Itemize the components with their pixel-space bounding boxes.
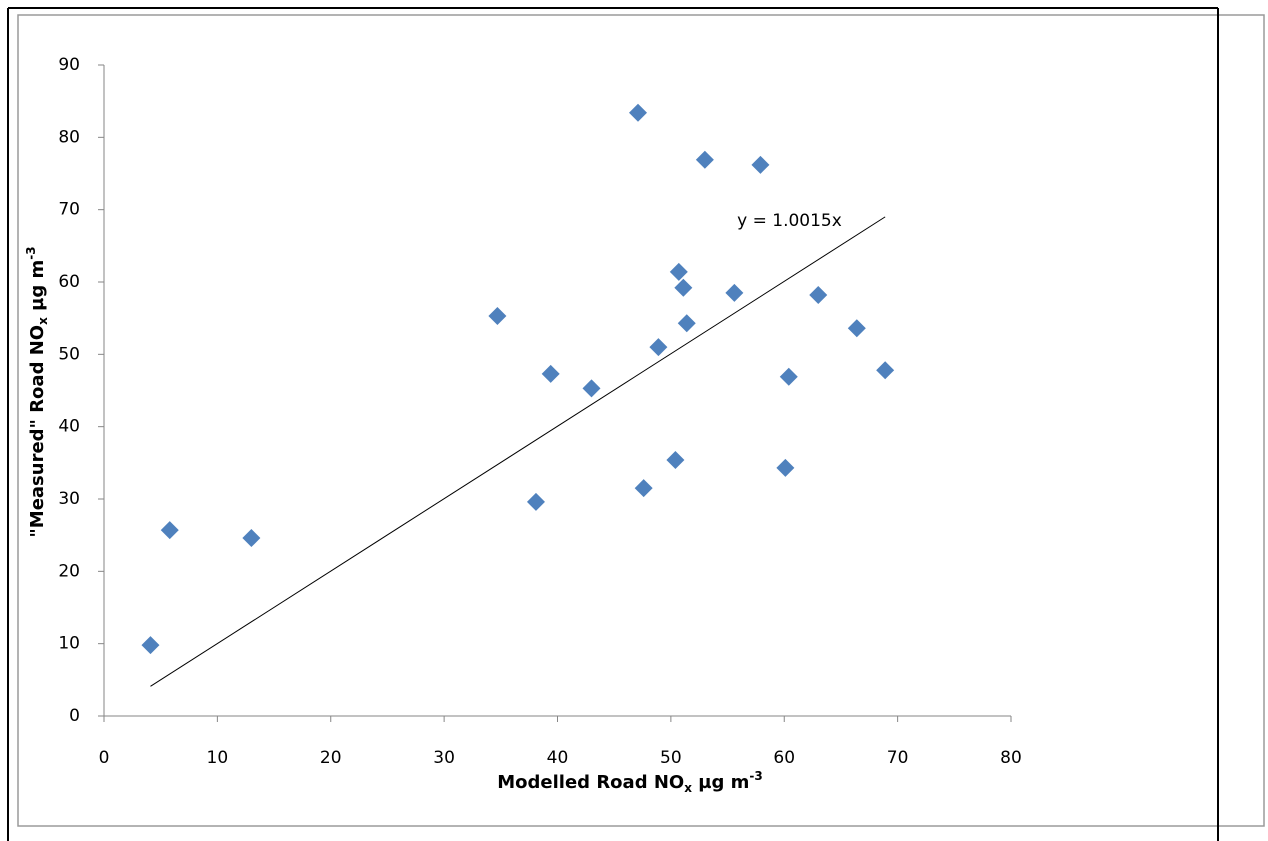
point — [526, 492, 545, 511]
point — [634, 479, 653, 498]
y-tick-label: 10 — [58, 634, 80, 654]
point — [847, 319, 866, 338]
point — [779, 367, 798, 386]
y-tick-label: 0 — [69, 706, 80, 726]
y-tick-label: 60 — [58, 272, 80, 292]
y-axis-title-sub: x — [36, 317, 50, 325]
point — [876, 361, 895, 380]
y-tick-label: 70 — [58, 200, 80, 220]
y-tick-label: 90 — [58, 55, 80, 75]
point — [776, 458, 795, 477]
x-axis-title-sup: -3 — [749, 769, 762, 783]
x-axis-title: Modelled Road NOx µg m-3 — [497, 769, 762, 795]
point — [649, 338, 668, 357]
point — [751, 155, 770, 174]
y-tick-label: 30 — [58, 489, 80, 509]
point — [160, 521, 179, 540]
point — [669, 262, 688, 281]
x-tick-label: 30 — [433, 748, 455, 768]
x-tick-label: 20 — [320, 748, 342, 768]
x-axis-title-part: Modelled Road NO — [497, 772, 684, 793]
y-axis-title-sup: -3 — [24, 246, 38, 259]
x-tick-label: 10 — [207, 748, 229, 768]
point — [666, 450, 685, 469]
x-tick-label: 60 — [773, 748, 795, 768]
point — [488, 306, 507, 325]
x-axis-title-sub: x — [684, 781, 692, 795]
point — [628, 103, 647, 122]
y-tick-label: 40 — [58, 417, 80, 437]
x-tick-label: 40 — [547, 748, 569, 768]
point — [541, 364, 560, 383]
y-axis-title-part: µg m — [27, 260, 48, 317]
x-tick-label: 0 — [99, 748, 110, 768]
y-axis-title: "Measured" Road NOx µg m-3 — [24, 246, 50, 537]
y-tick-label: 50 — [58, 344, 80, 364]
x-tick-label: 50 — [660, 748, 682, 768]
y-tick-label: 20 — [58, 561, 80, 581]
y-tick-label: 80 — [58, 127, 80, 147]
point — [242, 529, 261, 548]
point — [809, 286, 828, 305]
point — [582, 379, 601, 398]
trendline — [150, 216, 886, 687]
point — [674, 278, 693, 297]
point — [725, 283, 744, 302]
point — [677, 314, 696, 333]
x-axis-title-part: µg m — [692, 772, 749, 793]
x-tick-label: 70 — [887, 748, 909, 768]
point — [695, 150, 714, 169]
y-axis-title-part: "Measured" Road NO — [27, 325, 48, 538]
x-tick-label: 80 — [1000, 748, 1022, 768]
trendline-label: y = 1.0015x — [737, 211, 842, 231]
chart-frame — [17, 14, 1265, 827]
point — [141, 636, 160, 655]
